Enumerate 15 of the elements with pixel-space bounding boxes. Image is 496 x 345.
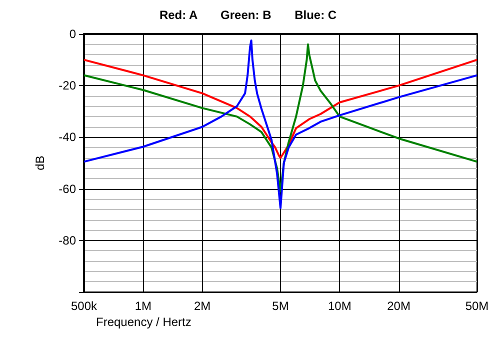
y-tick-label: 0 [69,27,76,41]
y-tick-label: -60 [58,182,76,196]
chart-title: Red: A Green: B Blue: C [159,8,337,22]
x-tick-label: 10M [328,299,352,313]
y-axis-title: dB [33,156,47,170]
x-tick-label: 50M [465,299,489,313]
y-tick-label: -80 [58,233,76,248]
x-tick-label: 20M [387,299,410,313]
y-tick-label: -40 [58,130,76,144]
x-tick-label: 500k [70,299,98,313]
x-tick-label: 5M [272,299,289,313]
y-tick-label: -20 [58,78,76,93]
x-tick-label: 1M [134,299,152,313]
x-tick-label: 2M [194,299,211,313]
x-axis-title: Frequency / Hertz [96,315,192,329]
